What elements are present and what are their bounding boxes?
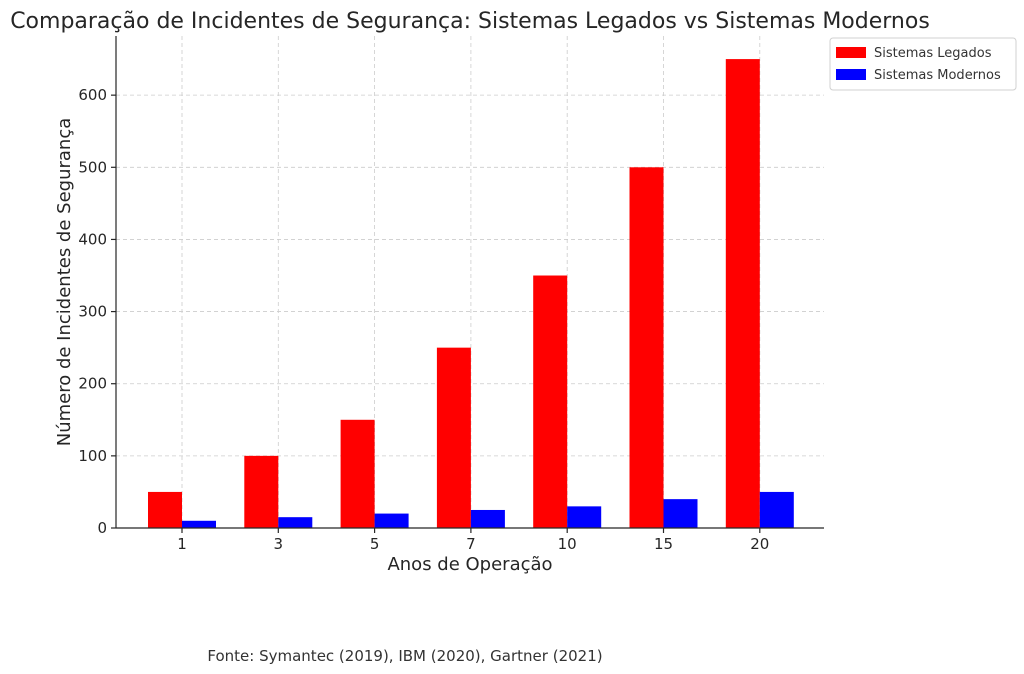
y-axis-label: Número de Incidentes de Segurança <box>54 118 75 447</box>
y-ticks: 0 100 200 300 400 500 600 <box>78 86 116 537</box>
legend-swatch-legados <box>836 47 866 58</box>
bar-modernos-10 <box>567 506 602 528</box>
x-tick-label: 3 <box>274 535 284 553</box>
y-tick-label: 500 <box>78 158 107 176</box>
bar-legados-15 <box>629 167 664 528</box>
x-tick-label: 1 <box>177 535 187 553</box>
source-note: Fonte: Symantec (2019), IBM (2020), Gart… <box>207 647 602 665</box>
y-tick-label: 400 <box>78 230 107 248</box>
bar-legados-20 <box>725 59 760 528</box>
x-tick-label: 5 <box>370 535 380 553</box>
y-tick-label: 100 <box>78 447 107 465</box>
bar-modernos-7 <box>470 509 505 528</box>
legend-swatch-modernos <box>836 69 866 80</box>
legend-label-modernos: Sistemas Modernos <box>874 68 1001 83</box>
x-tick-label: 20 <box>750 535 769 553</box>
legend-label-legados: Sistemas Legados <box>874 46 992 61</box>
bar-modernos-1 <box>182 520 216 528</box>
y-tick-label: 300 <box>78 303 107 321</box>
legend: Sistemas Legados Sistemas Modernos <box>829 37 1017 91</box>
bar-legados-3 <box>244 455 279 528</box>
bar-modernos-3 <box>278 517 313 528</box>
chart-title: Comparação de Incidentes de Segurança: S… <box>10 9 930 34</box>
x-tick-label: 15 <box>654 535 673 553</box>
y-tick-label: 600 <box>78 86 107 104</box>
legend-box <box>829 37 1017 91</box>
y-tick-label: 200 <box>78 375 107 393</box>
y-tick-label: 0 <box>97 519 107 537</box>
bar-modernos-20 <box>759 491 794 528</box>
bar-legados-7 <box>436 347 471 528</box>
bar-legados-1 <box>148 491 182 528</box>
x-axis-label: Anos de Operação <box>387 554 552 575</box>
x-ticks: 1 3 5 7 10 15 20 <box>177 528 769 553</box>
bar-modernos-5 <box>374 513 409 528</box>
bar-legados-5 <box>340 419 375 528</box>
bar-legados-10 <box>533 275 568 528</box>
bars <box>148 59 794 528</box>
bar-modernos-15 <box>663 499 698 528</box>
x-tick-label: 7 <box>466 535 476 553</box>
x-tick-label: 10 <box>558 535 577 553</box>
